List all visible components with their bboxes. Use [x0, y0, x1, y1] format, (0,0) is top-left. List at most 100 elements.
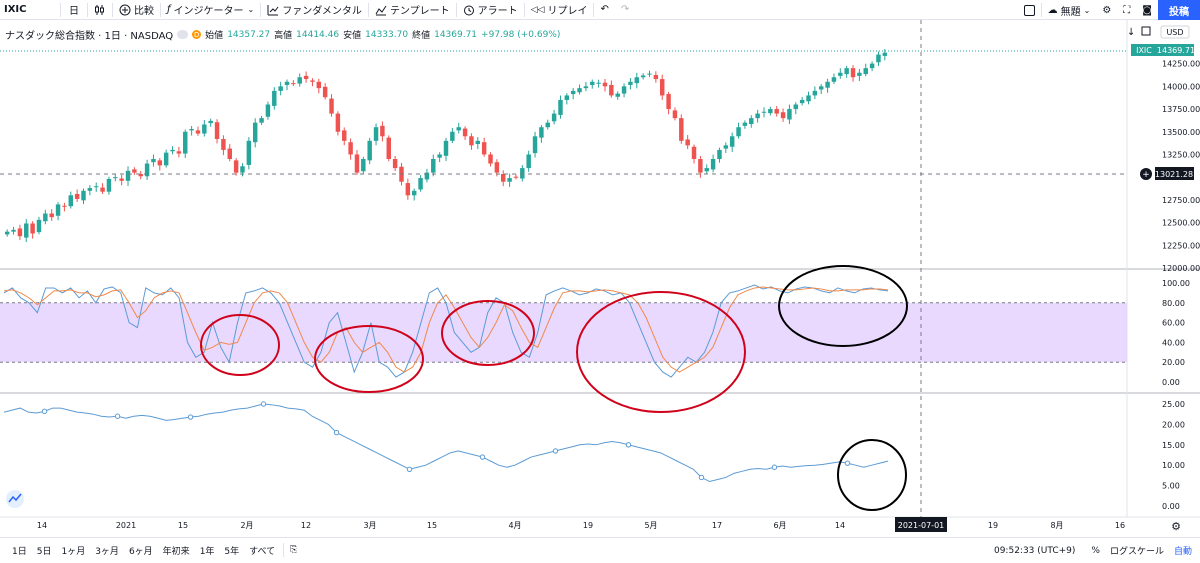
settings-button[interactable]: ⚙ [1096, 0, 1117, 20]
candle-body [768, 109, 773, 114]
range-button[interactable]: 5日 [36, 546, 52, 557]
auto-scale-toggle[interactable]: 自動 [1173, 547, 1192, 557]
candle-body [170, 149, 175, 152]
candle-body [812, 90, 818, 96]
range-button[interactable]: 1ヶ月 [61, 546, 86, 557]
stoch-k-line [3, 284, 889, 378]
time-axis[interactable]: 14 2021 15 2月 12 3月 15 4月 19 5月 17 6月 14 19 8月 16 [37, 521, 1125, 530]
range-button[interactable]: 1年 [199, 546, 215, 557]
candle-body [100, 187, 105, 192]
snapshot-button[interactable]: ◙ [1136, 0, 1158, 20]
time-label: 14 [835, 521, 845, 530]
goto-date-button[interactable]: ⎘ [284, 540, 303, 560]
chart-type-button[interactable] [88, 0, 112, 20]
compare-button[interactable]: 比較 [113, 0, 160, 20]
alert-button[interactable]: アラート [457, 0, 524, 20]
fullscreen-button[interactable]: ⛶ [1117, 0, 1136, 20]
candle-body [481, 142, 487, 155]
candle-body [729, 136, 735, 147]
candle-body [742, 122, 748, 126]
range-button[interactable]: 5年 [224, 546, 240, 557]
candle-body [583, 86, 589, 89]
plus-circle-icon [119, 4, 131, 15]
candle-body [227, 148, 232, 159]
candle-body [825, 81, 830, 88]
percent-toggle[interactable]: % [1091, 545, 1100, 556]
candle-body [653, 74, 659, 80]
price-scale[interactable]: 14250.00 14000.00 13750.00 13500.00 13250.00… [1162, 60, 1200, 273]
candle-body [252, 122, 258, 143]
candle-body [787, 109, 792, 120]
candle-series [4, 49, 888, 243]
layout-menu[interactable]: ☁ 無題 ⌄ [1042, 0, 1097, 20]
time-label: 14 [37, 521, 47, 530]
candle-body [685, 139, 690, 146]
plus-circle-icon[interactable] [1140, 168, 1152, 180]
axis-settings-gear-icon[interactable]: ⚙ [1171, 520, 1181, 533]
currency-badge[interactable] [1160, 25, 1190, 39]
square-icon [1023, 4, 1035, 16]
vol-tick-label: 25.00 [1162, 400, 1185, 409]
templates-button[interactable]: テンプレート [369, 0, 456, 20]
candle-body [208, 120, 213, 124]
range-button[interactable]: 3ヶ月 [95, 546, 119, 557]
candle-body [74, 193, 80, 199]
bottom-right: 09:52:33 (UTC+9) % ログスケール 自動 [994, 538, 1192, 563]
range-button[interactable]: 1日 [12, 546, 27, 557]
candle-body [723, 145, 729, 149]
stoch-d-line [3, 286, 889, 373]
price-tick-label: 13750.00 [1162, 105, 1200, 114]
range-button[interactable]: 年初来 [162, 546, 190, 557]
candle-body [24, 223, 29, 238]
time-label: 15 [178, 521, 188, 530]
candle-body [392, 159, 398, 169]
candle-body [647, 73, 652, 75]
replay-button[interactable]: ◁◁ リプレイ [525, 0, 594, 20]
candle-body [431, 159, 436, 173]
time-label: 3月 [363, 521, 376, 530]
range-button[interactable]: 6ヶ月 [128, 546, 153, 557]
candle-body [354, 154, 360, 173]
maximize-icon[interactable] [1141, 26, 1151, 36]
redo-button[interactable]: ↷ [615, 0, 635, 20]
download-arrow-icon[interactable]: ↓ [1127, 27, 1135, 38]
indicators-button[interactable]: ƒ インジケーター ⌄ [161, 0, 260, 20]
stoch-tick-label: 0.00 [1162, 378, 1180, 387]
candle-body [163, 152, 169, 166]
candle-body [564, 95, 570, 100]
interval-button[interactable]: 日 [69, 6, 79, 17]
candle-body [761, 111, 767, 113]
time-label: 8月 [1050, 521, 1063, 530]
top-toolbar: IXIC 日 比較 ƒ インジケーター ⌄ ファンダメンタル テンプレート アラ… [0, 0, 1200, 20]
candle-body [43, 213, 48, 222]
candle-body [17, 228, 23, 237]
crosshair-price-value: 13021.28 [1155, 170, 1193, 179]
currency-label: USD [1166, 28, 1183, 37]
log-scale-toggle[interactable]: ログスケール [1109, 547, 1164, 557]
candle-body [272, 90, 277, 106]
clock-time[interactable]: 09:52:33 (UTC+9) [993, 545, 1076, 556]
fundamentals-button[interactable]: ファンダメンタル [261, 0, 368, 20]
undo-button[interactable]: ↶ [594, 0, 614, 20]
open-value: 14357.27 [227, 29, 271, 40]
publish-button[interactable]: 投稿 [1158, 0, 1200, 20]
candle-body [545, 122, 550, 128]
rewind-icon: ◁◁ [530, 4, 545, 15]
candle-body [11, 229, 16, 232]
legend-toggle-icon[interactable] [177, 30, 189, 39]
price-tick-label: 12500.00 [1162, 219, 1200, 228]
candle-body [284, 81, 290, 85]
chart-area[interactable]: 14250.00 14000.00 13750.00 13500.00 13250.00… [0, 20, 1200, 537]
vol-scale[interactable]: 25.00 20.00 15.00 10.00 5.00 0.00 [1162, 400, 1185, 511]
stoch-band [0, 302, 1127, 363]
candle-body [590, 81, 595, 85]
stoch-scale[interactable]: 100.00 80.00 60.00 40.00 20.00 0.00 [1162, 279, 1190, 387]
candle-body [87, 188, 93, 191]
last-symbol-label-bg [1131, 44, 1158, 56]
range-button[interactable]: すべて [249, 546, 276, 557]
fullscreen-icon: ⛶ [1123, 4, 1131, 16]
checkbox-toggle[interactable] [1018, 0, 1041, 20]
annotation-ellipse-red [314, 325, 424, 393]
divider [1040, 3, 1042, 17]
symbol-search[interactable]: IXIC [4, 4, 27, 15]
